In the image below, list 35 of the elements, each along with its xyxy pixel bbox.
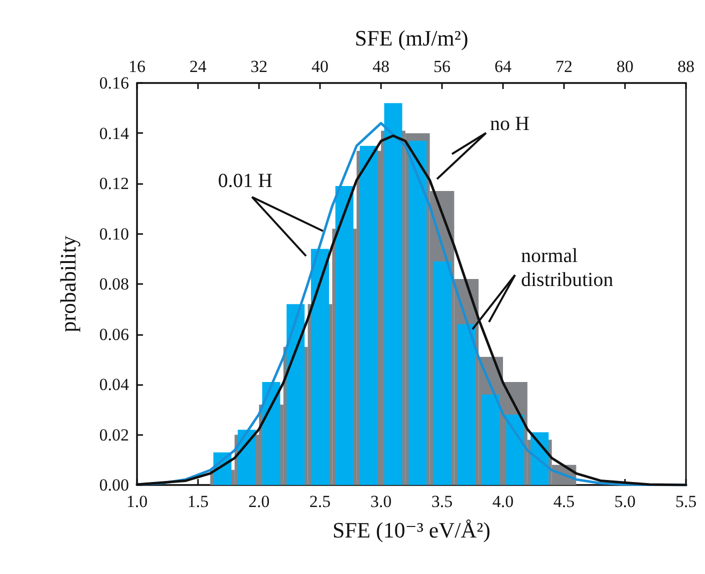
x2-tick-label: 40 [312, 57, 328, 76]
y-tick-label: 0.00 [99, 476, 129, 494]
x2-tick-label: 24 [190, 57, 207, 76]
x2-tick-label: 88 [678, 57, 694, 76]
x2-tick-label: 48 [372, 57, 390, 76]
x-tick-label: 3.0 [370, 492, 392, 511]
y-axis-title: probability [56, 236, 80, 332]
x2-tick-label: 64 [494, 57, 512, 76]
x2-tick-label: 72 [556, 57, 572, 76]
y-tick-label: 0.14 [99, 124, 130, 143]
y-tick-label: 0.04 [99, 375, 130, 394]
y-tick-label: 0.12 [99, 174, 129, 193]
y-tick-label: 0.02 [99, 425, 129, 444]
x-tick-label: 2.0 [248, 492, 270, 511]
y-tick-label: 0.16 [99, 74, 129, 92]
x-axis-title: SFE (10⁻³ eV/Å²) [332, 518, 491, 542]
x2-tick-label: 80 [616, 57, 634, 76]
x2-tick-label: 32 [250, 57, 268, 76]
y-tick-label: 0.06 [99, 324, 129, 344]
x2-axis-title: SFE (mJ/m²) [354, 26, 468, 50]
annotation: normal distribution [521, 245, 614, 291]
x-tick-label: 4.5 [553, 492, 575, 511]
x-tick-label: 3.5 [431, 492, 453, 511]
x-tick-label: 1.0 [126, 492, 148, 511]
x-tick-label: 5.0 [614, 492, 636, 511]
text: 0.01 H [218, 170, 272, 192]
x2-tick-label: 56 [434, 57, 450, 76]
x-tick-label: 4.0 [492, 492, 514, 511]
x-tick-label: 1.5 [187, 492, 209, 511]
x-tick-label: 2.5 [309, 492, 331, 511]
y-tick-label: 0.10 [99, 224, 129, 244]
text: no H [490, 113, 530, 135]
x2-tick-label: 16 [128, 57, 146, 76]
x-tick-label: 5.5 [675, 492, 697, 511]
y-tick-label: 0.08 [99, 274, 129, 294]
